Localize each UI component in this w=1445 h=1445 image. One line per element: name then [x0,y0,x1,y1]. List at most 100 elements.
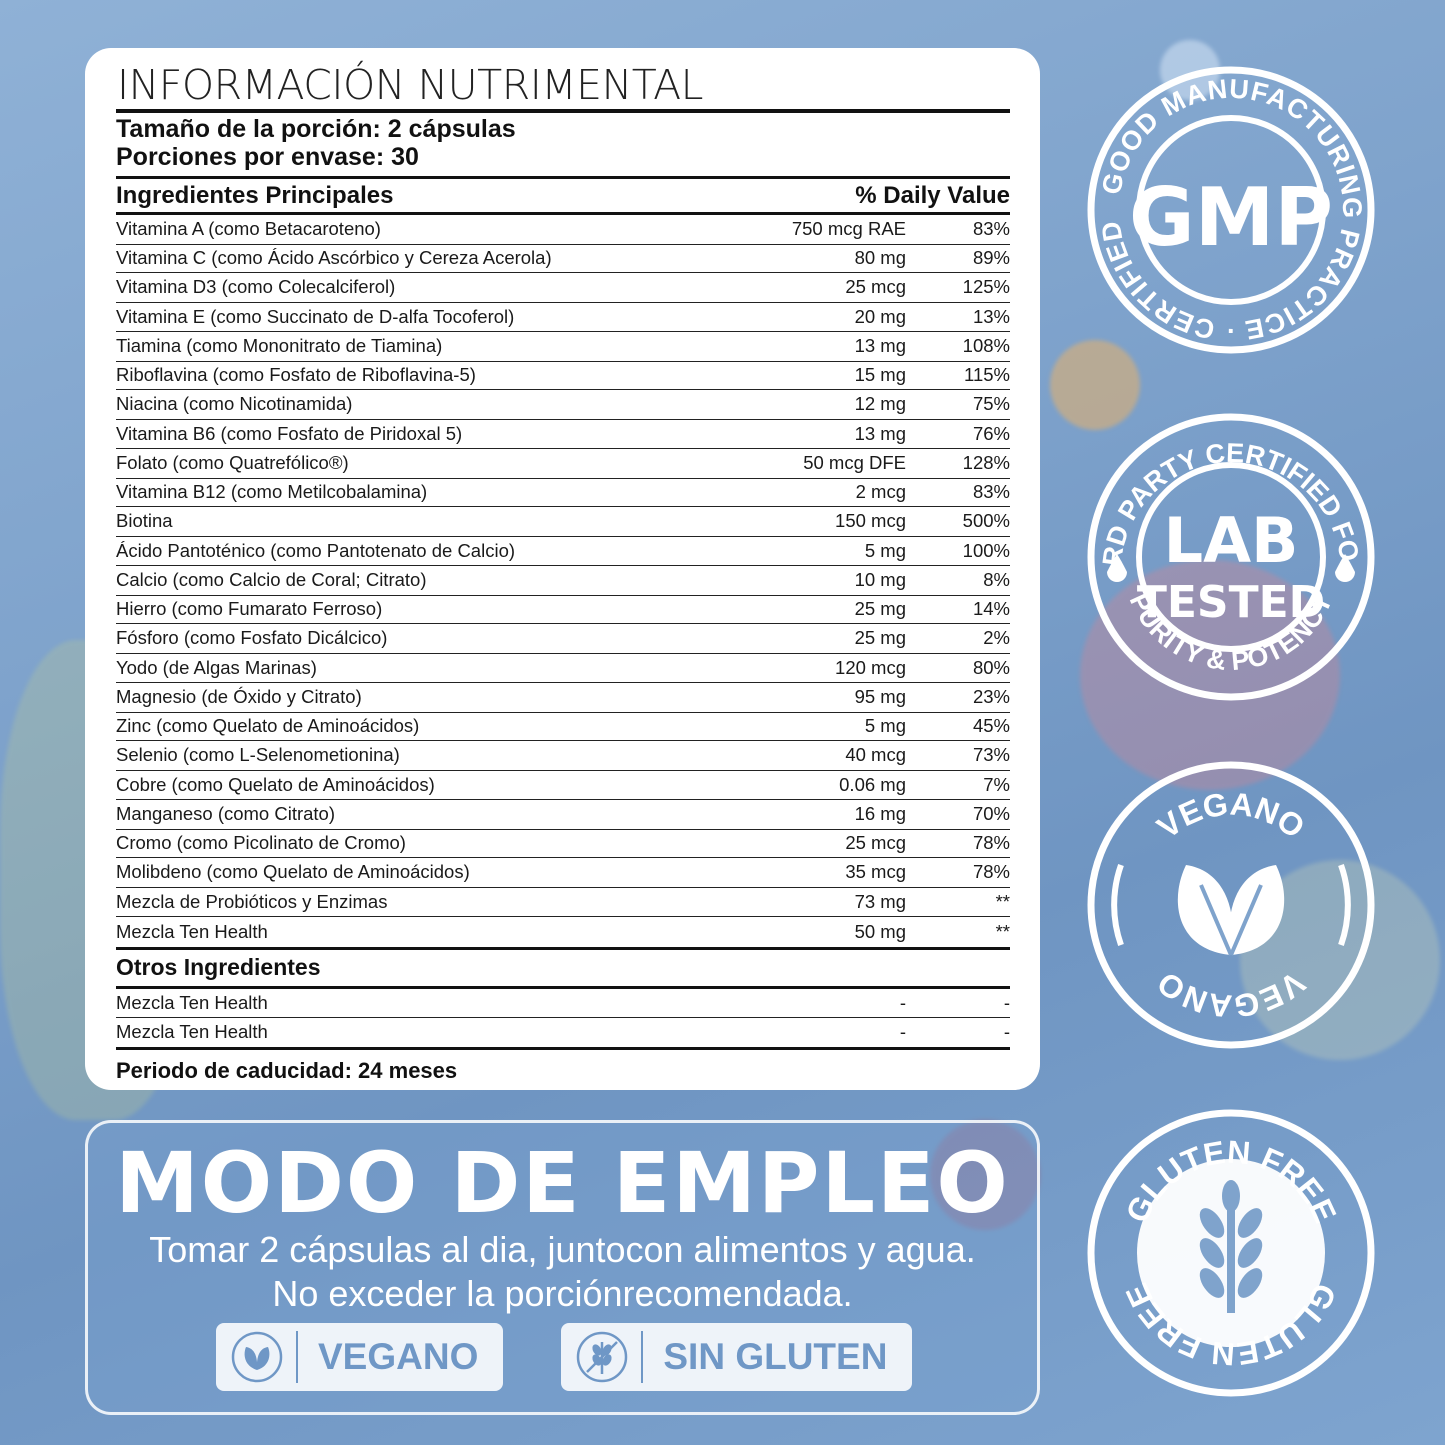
ingredient-amount: 95 mg [854,686,906,708]
gluten-free-tag: SIN GLUTEN [561,1323,913,1391]
ingredient-amount: 120 mcg [835,656,906,678]
ingredient-name: Vitamina B12 (como Metilcobalamina) [116,481,428,503]
table-row: Molibdeno (como Quelato de Aminoácidos) 3… [116,858,1010,888]
ingredient-amount: 20 mg [854,305,906,327]
ingredient-amount: 80 mg [854,247,906,269]
ingredient-amount: - [899,1021,906,1042]
ingredient-amount: 25 mg [854,598,906,620]
ingredient-dv: 78% [972,832,1010,854]
ingredient-dv: ** [995,890,1010,912]
ingredient-name: Hierro (como Fumarato Ferroso) [116,598,383,620]
divider [116,1046,1010,1050]
ingredient-dv: 128% [962,452,1010,474]
ingredient-dv: 70% [972,803,1010,825]
expiry-text: Periodo de caducidad: 24 meses [116,1057,458,1083]
svg-text:VEGANO: VEGANO [1151,964,1312,1024]
ingredient-name: Cobre (como Quelato de Aminoácidos) [116,773,435,795]
gluten-tag-label: SIN GLUTEN [663,1336,888,1377]
ingredient-name: Cromo (como Picolinato de Cromo) [116,832,406,854]
vegan-badge: VEGANO VEGANO [1086,760,1376,1050]
lab-center-text-1: LAB [1164,504,1299,577]
ingredient-dv: 100% [962,539,1010,561]
ingredient-name: Fósforo (como Fosfato Dicálcico) [116,627,388,649]
ingredient-name: Vitamina E (como Succinato de D-alfa Toc… [116,305,515,327]
ingredient-dv: 7% [983,773,1010,795]
table-row: Cromo (como Picolinato de Cromo) 25 mcg 78… [116,830,1010,858]
ingredient-dv: 14% [972,598,1010,620]
table-row: Hierro (como Fumarato Ferroso) 25 mg 14% [116,596,1010,624]
ingredient-amount: 50 mcg DFE [803,452,906,474]
ingredient-dv: 45% [972,715,1010,737]
table-row: Niacina (como Nicotinamida) 12 mg 75% [116,390,1010,420]
ingredient-name: Tiamina (como Mononitrato de Tiamina) [116,335,443,357]
wheat-icon [1199,1180,1263,1313]
tag-separator [641,1331,644,1383]
ingredient-dv: 108% [962,335,1010,357]
panel-title: INFORMACIÓN NUTRIMENTAL [117,61,704,109]
table-row: Yodo (de Algas Marinas) 120 mcg 80% [116,654,1010,683]
table-row: Folato (como Quatrefólico®) 50 mcg DFE 128… [116,449,1010,479]
ingredient-dv: 83% [972,481,1010,503]
ingredient-name: Mezcla Ten Health [116,991,268,1013]
table-row: Fósforo (como Fosfato Dicálcico) 25 mg 2% [116,624,1010,654]
ingredient-name: Molibdeno (como Quelato de Aminoácidos) [116,861,470,883]
vegan-tag: VEGANO [216,1323,504,1391]
ingredient-dv: ** [995,920,1010,942]
ingredient-dv: 500% [962,510,1010,532]
tag-separator [296,1331,298,1383]
wheat-icon [575,1330,629,1384]
ingredient-name: Manganeso (como Citrato) [116,803,336,825]
divider [116,109,1010,113]
leaf-icon [230,1330,284,1384]
ingredient-name: Ácido Pantoténico (como Pantotenato de C… [116,539,516,561]
table-row: Vitamina B12 (como Metilcobalamina) 2 mcg… [116,479,1010,507]
table-row: Cobre (como Quelato de Aminoácidos) 0.06 … [116,771,1010,800]
table-row: Manganeso (como Citrato) 16 mg 70% [116,800,1010,830]
serving-size: Tamaño de la porción: 2 cápsulas [116,115,516,143]
ingredient-name: Folato (como Quatrefólico®) [116,452,349,474]
nutrition-panel: INFORMACIÓN NUTRIMENTAL Tamaño de la por… [85,48,1040,1090]
ingredients-table: Vitamina A (como Betacaroteno) 750 mcg RA… [116,215,1010,947]
ingredient-dv: - [1003,1021,1010,1042]
ingredient-amount: 5 mg [864,715,906,737]
ingredient-amount: 25 mcg [845,832,906,854]
ingredient-dv: 115% [964,364,1010,386]
ingredient-dv: 23% [972,686,1010,708]
ingredient-amount: 50 mg [854,920,906,942]
tags: VEGANO SIN GLUTEN [216,1323,913,1391]
vegan-top-text: VEGANO [1150,785,1311,845]
vegan-tag-label: VEGANO [318,1336,479,1377]
svg-text:VEGANO: VEGANO [1150,785,1311,845]
table-row: Mezcla Ten Health 50 mg ** [116,917,1010,947]
usage-line-2: No exceder la porciónrecomendada. [272,1273,853,1314]
ingredient-dv: 80% [972,656,1010,678]
ingredient-amount: 25 mg [854,627,906,649]
ingredient-name: Selenio (como L-Selenometionina) [116,744,400,766]
ingredient-dv: 78% [972,861,1010,883]
ingredient-name: Mezcla de Probióticos y Enzimas [116,890,388,912]
other-ingredients-title: Otros Ingredientes [116,954,321,980]
ingredient-amount: 13 mg [854,422,906,444]
ingredient-dv: 2% [983,627,1010,649]
ingredient-amount: 10 mg [854,569,906,591]
ingredient-dv: 73% [972,744,1010,766]
divider [116,985,1010,989]
ingredient-dv: - [1003,991,1010,1013]
usage-line-1: Tomar 2 cápsulas al dia, juntocon alimen… [149,1229,976,1270]
ingredient-amount: - [899,991,906,1013]
table-row: Vitamina A (como Betacaroteno) 750 mcg RA… [116,215,1010,245]
table-row: Vitamina C (como Ácido Ascórbico y Cerez… [116,245,1010,273]
lab-tested-badge: 3RD PARTY CERTIFIED FOR PURITY & POTENCY… [1076,388,1376,702]
table-row: Tiamina (como Mononitrato de Tiamina) 13 … [116,332,1010,362]
ingredient-amount: 5 mg [864,539,906,561]
usage-box: MODO DE EMPLEO Tomar 2 cápsulas al dia, … [85,1120,1040,1415]
ingredient-name: Vitamina D3 (como Colecalciferol) [116,276,396,298]
ingredient-name: Mezcla Ten Health [116,1021,268,1042]
ingredient-amount: 25 mcg [845,276,906,298]
ingredient-name: Biotina [116,510,173,532]
ingredient-amount: 16 mg [854,803,906,825]
ingredient-amount: 35 mcg [845,861,906,883]
table-row: Mezcla Ten Health - - [116,989,1010,1018]
ingredient-dv: 8% [983,569,1010,591]
ingredient-amount: 750 mcg RAE [791,218,906,240]
